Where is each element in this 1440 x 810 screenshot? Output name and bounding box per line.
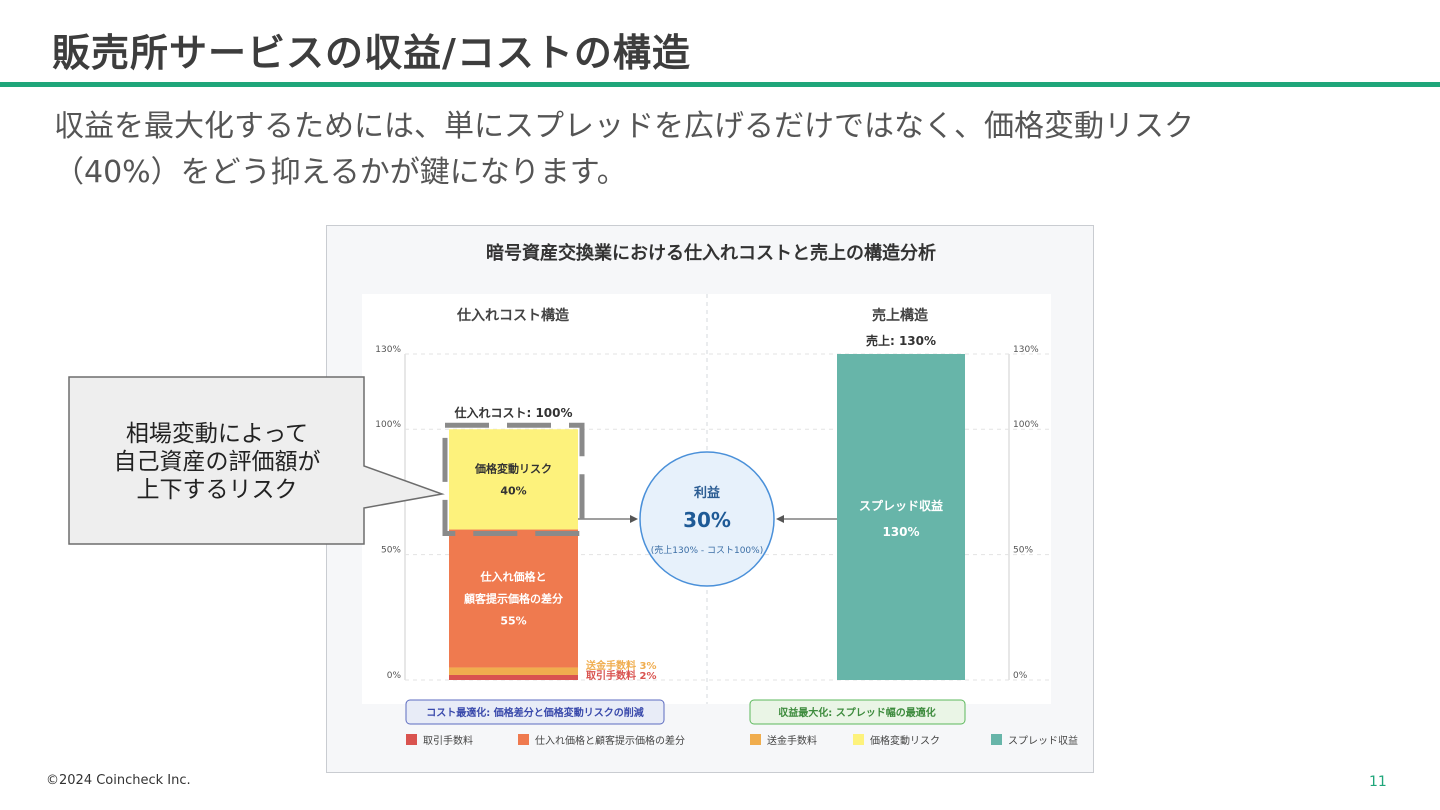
chart-title: 暗号資産交換業における仕入れコストと売上の構造分析 <box>486 242 936 264</box>
lead-line-2: （40%）をどう抑えるかが鍵になります。 <box>54 155 627 190</box>
legend-swatch <box>518 734 529 745</box>
legend-label: 送金手数料 <box>767 734 817 747</box>
lead-text: 収益を最大化するためには、単にスプレッドを広げるだけではなく、価格変動リスク （… <box>54 104 1394 196</box>
y-tick-label-right: 100% <box>1013 420 1039 430</box>
legend-swatch <box>750 734 761 745</box>
bar-spread-label: スプレッド収益 <box>859 498 943 513</box>
profit-label: 利益 <box>694 485 720 501</box>
left-total-label: 仕入れコスト: 100% <box>453 405 572 420</box>
callout-line-3: 上下するリスク <box>136 477 298 503</box>
bar-segment-side-label: 取引手数料 2% <box>586 669 656 682</box>
page-number: 11 <box>1369 774 1387 790</box>
chart-frame: 暗号資産交換業における仕入れコストと売上の構造分析 仕入れコスト構造 売上構造 … <box>326 225 1094 773</box>
bar-segment-label: 顧客提示価格の差分 <box>464 592 563 606</box>
strategy-box-left <box>405 699 665 725</box>
lead-line-1: 収益を最大化するためには、単にスプレッドを広げるだけではなく、価格変動リスク <box>54 109 1194 144</box>
arrow-right-head <box>776 515 784 523</box>
bar-segment-side-label: 送金手数料 3% <box>585 659 656 672</box>
y-tick-label-left: 0% <box>387 671 402 681</box>
title-rule <box>0 82 1440 87</box>
callout-line-1: 相場変動によって <box>125 421 309 447</box>
bar-segment-label: 40% <box>500 484 526 497</box>
legend-label: 価格変動リスク <box>870 734 940 747</box>
profit-layer: 利益 30% (売上130% - コスト100%) <box>578 451 837 587</box>
bar-segment-1 <box>449 674 578 680</box>
profit-circle <box>639 451 775 587</box>
callout: 相場変動によって 自己資産の評価額が 上下するリスク <box>68 376 448 546</box>
y-tick-label-left: 130% <box>375 345 401 355</box>
arrow-left-head <box>630 515 638 523</box>
profit-formula: (売上130% - コスト100%) <box>651 544 763 556</box>
callout-line-2: 自己資産の評価額が <box>113 449 321 475</box>
y-tick-label-right: 50% <box>1013 546 1033 556</box>
bar-layer: 取引手数料 2%送金手数料 3% 仕入れ価格と顧客提示価格の差分 55% 価格変動リス… <box>442 333 965 682</box>
legend-swatch <box>991 734 1002 745</box>
footer-copyright: ©2024 Coincheck Inc. <box>46 773 191 788</box>
bar-segment-label: 55% <box>500 615 526 628</box>
profit-value: 30% <box>683 508 731 532</box>
bar-segment-label: 仕入れ価格と <box>480 570 547 584</box>
callout-text: 相場変動によって 自己資産の評価額が 上下するリスク <box>70 420 364 504</box>
y-tick-label-right: 130% <box>1013 345 1039 355</box>
right-panel-heading: 売上構造 <box>872 307 928 324</box>
strategy-text-right: 収益最大化: スプレッド幅の最適化 <box>778 706 935 719</box>
bar-segment-4 <box>449 429 578 530</box>
legend-swatch <box>853 734 864 745</box>
callout-shape <box>68 376 445 545</box>
left-panel-heading: 仕入れコスト構造 <box>456 307 569 324</box>
bar-spread-revenue <box>837 354 965 680</box>
bar-segment-label: 価格変動リスク <box>474 461 552 475</box>
legend-label: スプレッド収益 <box>1008 734 1078 747</box>
y-tick-label-left: 100% <box>375 420 401 430</box>
bar-segment-3 <box>449 529 578 668</box>
legend-swatch <box>406 734 417 745</box>
chart-svg: 暗号資産交換業における仕入れコストと売上の構造分析 仕入れコスト構造 売上構造 … <box>362 242 1078 747</box>
strategy-text-left: コスト最適化: 価格差分と価格変動リスクの削減 <box>426 706 643 719</box>
y-tick-label-right: 0% <box>1013 671 1028 681</box>
risk-highlight-outline <box>442 422 585 537</box>
right-total-label: 売上: 130% <box>866 333 936 348</box>
bar-spread-label: 130% <box>882 525 919 539</box>
legend-label: 取引手数料 <box>423 734 473 747</box>
slide-title: 販売所サービスの収益/コストの構造 <box>52 31 691 75</box>
y-tick-label-left: 50% <box>381 546 401 556</box>
bar-segment-2 <box>449 667 578 675</box>
legend-label: 仕入れ価格と顧客提示価格の差分 <box>535 734 685 747</box>
legend-layer: コスト最適化: 価格差分と価格変動リスクの削減 収益最大化: スプレッド幅の最適化… <box>405 699 1078 747</box>
strategy-box-right <box>749 699 966 725</box>
